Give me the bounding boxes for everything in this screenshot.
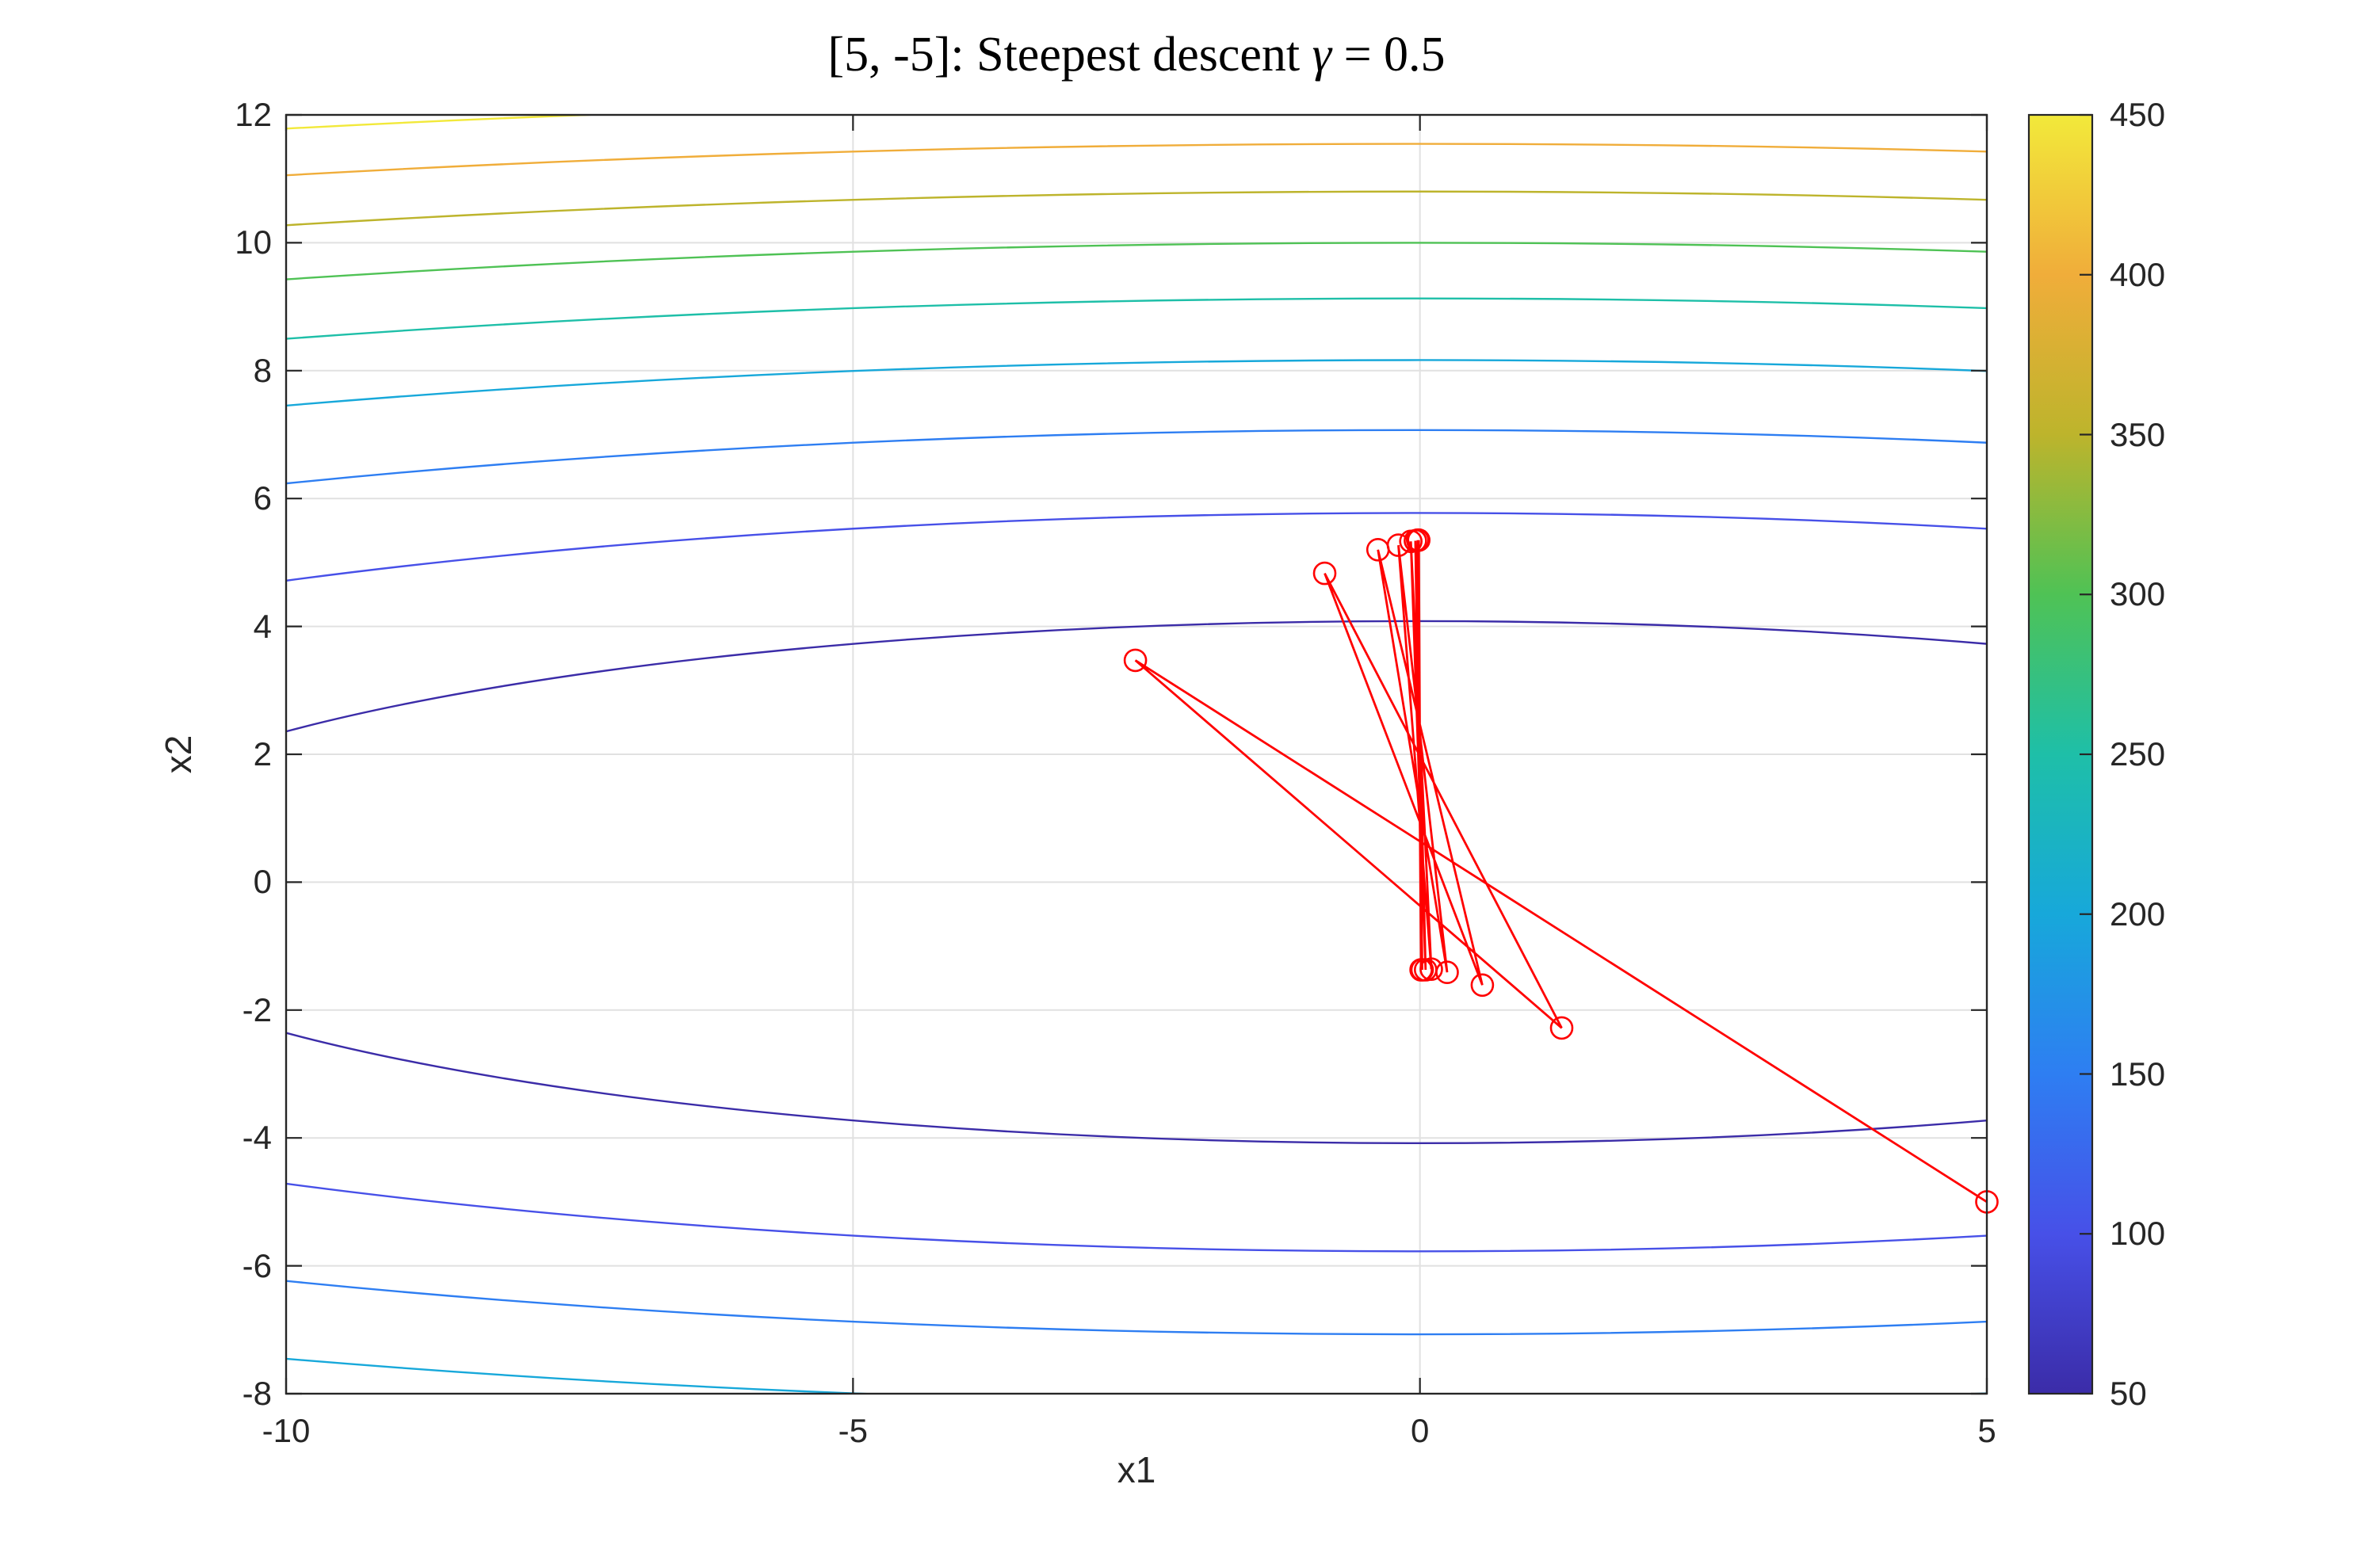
y-tick-label-6: 6: [253, 479, 272, 517]
gamma-symbol: γ: [1312, 28, 1332, 82]
plot-title-step: = 0.5: [1331, 28, 1446, 82]
x-tick-label--10: -10: [262, 1412, 311, 1449]
descent-iterate-marker: [1549, 1016, 1574, 1040]
grid-layer: [286, 115, 1987, 1394]
y-tick-label-8: 8: [253, 351, 272, 389]
descent-path-layer: [1123, 528, 1999, 1214]
descent-iterate-marker: [1123, 648, 1148, 673]
y-tick-label-10: 10: [235, 223, 272, 261]
contour-line-300: [286, 242, 1987, 281]
colorbar-tick-label-250: 250: [2110, 735, 2166, 773]
descent-iterate-marker: [1312, 561, 1337, 586]
x-tick-label--5: -5: [838, 1412, 868, 1449]
colorbar-tick-label-200: 200: [2110, 895, 2166, 933]
descent-iterate-marker: [1470, 973, 1495, 998]
contour-line-150: [286, 429, 1987, 1336]
contour-line-200: [286, 359, 1987, 1394]
x-axis-label: x1: [1117, 1449, 1156, 1490]
x-tick-label-0: 0: [1410, 1412, 1430, 1449]
y-tick-label--2: -2: [242, 990, 272, 1028]
y-tick-label--6: -6: [242, 1246, 272, 1284]
descent-iterate-marker: [1409, 958, 1433, 982]
y-tick-label--4: -4: [242, 1119, 272, 1157]
contour-line-400: [286, 143, 1987, 177]
plot-title: [5, -5]: Steepest descent γ = 0.5: [423, 27, 1850, 98]
y-tick-label-4: 4: [253, 607, 272, 645]
x-tick-label-5: 5: [1977, 1412, 1996, 1449]
descent-path-line: [1134, 540, 1988, 1204]
colorbar-tick-label-350: 350: [2110, 415, 2166, 453]
colorbar-tick-label-300: 300: [2110, 575, 2166, 613]
colorbar-tick-label-450: 450: [2110, 96, 2166, 133]
descent-iterate-marker: [1407, 528, 1431, 552]
contour-layer: [286, 115, 1987, 1394]
contour-line-450: [286, 115, 619, 130]
y-tick-label-12: 12: [235, 96, 272, 133]
colorbar-tick-label-150: 150: [2110, 1055, 2166, 1093]
colorbar-tick-label-100: 100: [2110, 1215, 2166, 1253]
y-tick-label-0: 0: [253, 863, 272, 901]
y-tick-label--8: -8: [242, 1375, 272, 1412]
contour-line-100: [286, 512, 1987, 1253]
y-tick-label-2: 2: [253, 735, 272, 773]
contour-line-350: [286, 190, 1987, 227]
plot-title-text: [5, -5]: Steepest descent: [827, 28, 1312, 82]
tick-marks-layer: [285, 113, 1988, 1395]
contour-line-250: [286, 297, 1987, 340]
colorbar-tick-label-50: 50: [2110, 1375, 2147, 1412]
colorbar-tick-label-400: 400: [2110, 255, 2166, 293]
